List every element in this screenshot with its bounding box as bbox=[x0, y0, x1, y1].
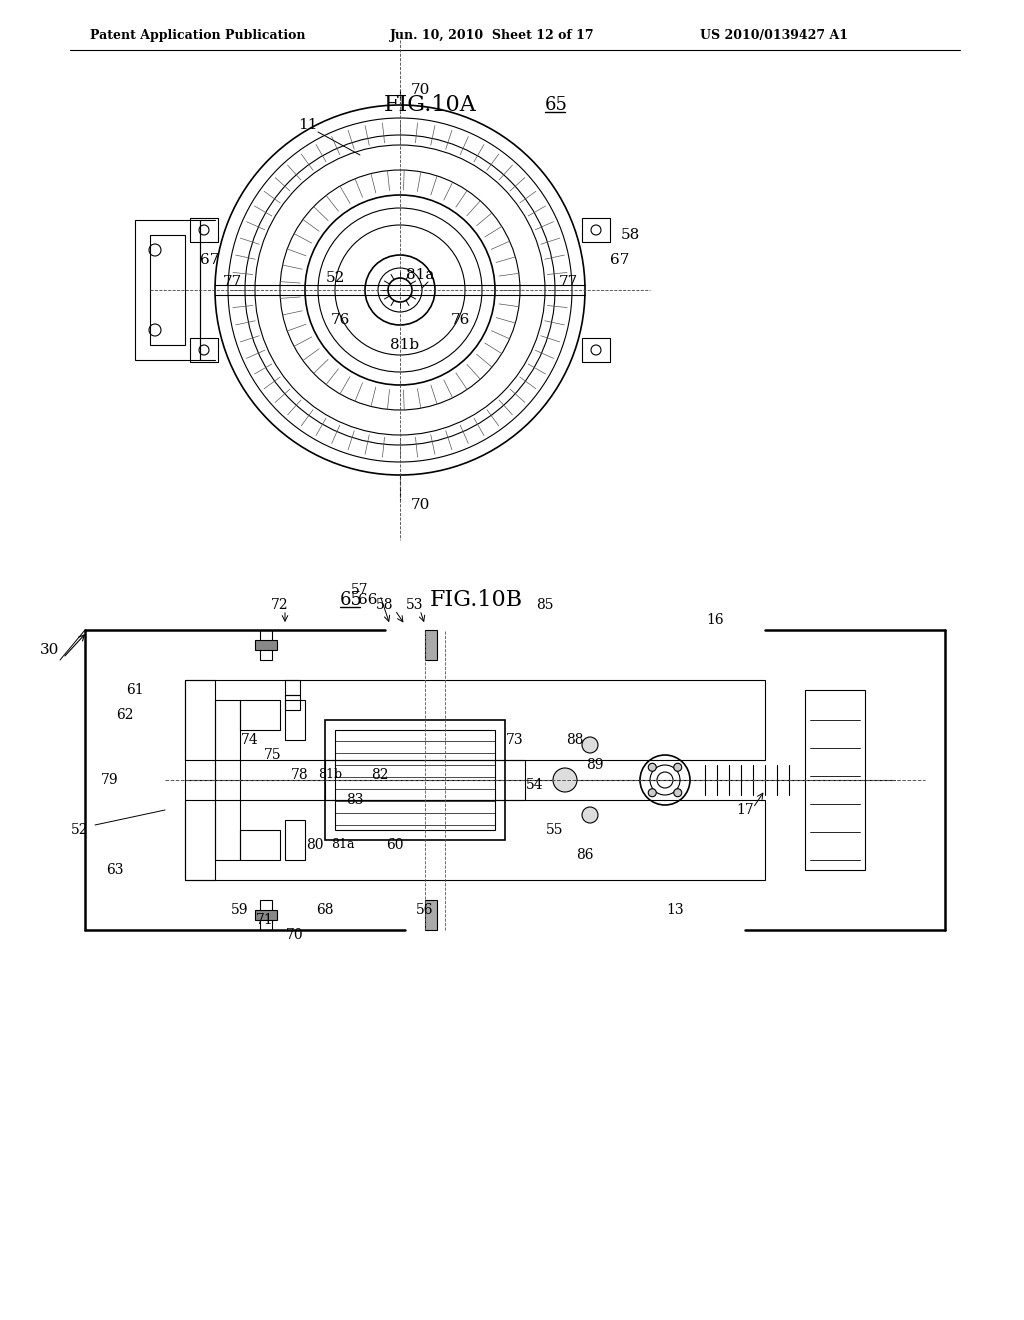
Text: 89: 89 bbox=[587, 758, 604, 772]
Bar bbox=[190, 338, 218, 362]
Text: 54: 54 bbox=[526, 777, 544, 792]
Text: 88: 88 bbox=[566, 733, 584, 747]
Circle shape bbox=[582, 737, 598, 752]
Text: 66: 66 bbox=[358, 593, 378, 607]
Text: 73: 73 bbox=[506, 733, 524, 747]
Text: 63: 63 bbox=[106, 863, 124, 876]
Bar bbox=[260, 630, 272, 660]
Text: 83: 83 bbox=[346, 793, 364, 807]
Text: 61: 61 bbox=[126, 682, 143, 697]
Text: 55: 55 bbox=[546, 822, 564, 837]
Bar bbox=[325, 760, 525, 800]
Text: FIG.10B: FIG.10B bbox=[430, 589, 523, 611]
Text: 86: 86 bbox=[577, 847, 594, 862]
Circle shape bbox=[553, 768, 577, 792]
Bar bbox=[285, 820, 305, 861]
Bar bbox=[255, 909, 278, 920]
Bar bbox=[325, 719, 505, 840]
Bar bbox=[805, 690, 865, 870]
Text: 85: 85 bbox=[537, 598, 554, 612]
Bar bbox=[240, 830, 280, 861]
Text: 70: 70 bbox=[411, 83, 430, 96]
Text: 76: 76 bbox=[331, 313, 349, 327]
Text: 76: 76 bbox=[451, 313, 470, 327]
Text: 79: 79 bbox=[101, 774, 119, 787]
Text: 57: 57 bbox=[351, 583, 369, 597]
Text: 81b: 81b bbox=[390, 338, 420, 352]
Circle shape bbox=[674, 763, 682, 771]
Circle shape bbox=[674, 789, 682, 797]
Circle shape bbox=[648, 763, 656, 771]
Text: 82: 82 bbox=[372, 768, 389, 781]
Text: 56: 56 bbox=[416, 903, 434, 917]
Text: 65: 65 bbox=[340, 591, 362, 609]
Text: 70: 70 bbox=[411, 498, 430, 512]
Bar bbox=[582, 218, 610, 242]
Text: 81a: 81a bbox=[331, 838, 354, 851]
Bar bbox=[185, 680, 765, 760]
Bar bbox=[215, 700, 240, 861]
Bar bbox=[150, 235, 185, 345]
Text: 80: 80 bbox=[306, 838, 324, 851]
Bar bbox=[190, 218, 218, 242]
Text: 67: 67 bbox=[610, 253, 630, 267]
Text: 16: 16 bbox=[707, 612, 724, 627]
Bar bbox=[582, 338, 610, 362]
Text: 58: 58 bbox=[621, 228, 640, 242]
Bar bbox=[185, 680, 215, 880]
Text: 53: 53 bbox=[407, 598, 424, 612]
Text: 78: 78 bbox=[291, 768, 309, 781]
Text: 60: 60 bbox=[386, 838, 403, 851]
Bar bbox=[135, 220, 200, 360]
Circle shape bbox=[582, 807, 598, 822]
Text: 59: 59 bbox=[231, 903, 249, 917]
Text: 17: 17 bbox=[736, 803, 754, 817]
Bar bbox=[285, 680, 300, 696]
Text: 52: 52 bbox=[326, 271, 345, 285]
Text: Patent Application Publication: Patent Application Publication bbox=[90, 29, 305, 41]
Bar bbox=[240, 700, 280, 730]
Bar bbox=[335, 730, 495, 830]
Text: 75: 75 bbox=[264, 748, 282, 762]
Text: 67: 67 bbox=[201, 253, 220, 267]
Bar bbox=[425, 900, 437, 931]
Text: 68: 68 bbox=[316, 903, 334, 917]
Text: 74: 74 bbox=[241, 733, 259, 747]
Bar bbox=[255, 640, 278, 649]
Bar bbox=[185, 800, 765, 880]
Text: 72: 72 bbox=[271, 598, 289, 612]
Bar bbox=[285, 696, 300, 710]
Text: 65: 65 bbox=[545, 96, 568, 114]
Text: 62: 62 bbox=[117, 708, 134, 722]
Text: 58: 58 bbox=[376, 598, 394, 612]
Circle shape bbox=[648, 789, 656, 797]
Text: 71: 71 bbox=[256, 913, 273, 927]
Text: 77: 77 bbox=[222, 275, 242, 289]
Text: 77: 77 bbox=[558, 275, 578, 289]
Text: 81a: 81a bbox=[406, 268, 434, 282]
Text: 81b: 81b bbox=[317, 768, 342, 781]
Text: FIG.10A: FIG.10A bbox=[384, 94, 476, 116]
Text: 13: 13 bbox=[667, 903, 684, 917]
Bar bbox=[260, 900, 272, 931]
Bar bbox=[425, 630, 437, 660]
Text: 70: 70 bbox=[286, 928, 304, 942]
Text: 30: 30 bbox=[40, 643, 59, 657]
Text: US 2010/0139427 A1: US 2010/0139427 A1 bbox=[700, 29, 848, 41]
Text: Jun. 10, 2010  Sheet 12 of 17: Jun. 10, 2010 Sheet 12 of 17 bbox=[390, 29, 595, 41]
Text: 52: 52 bbox=[72, 822, 89, 837]
Bar bbox=[285, 700, 305, 741]
Text: 11: 11 bbox=[298, 117, 317, 132]
